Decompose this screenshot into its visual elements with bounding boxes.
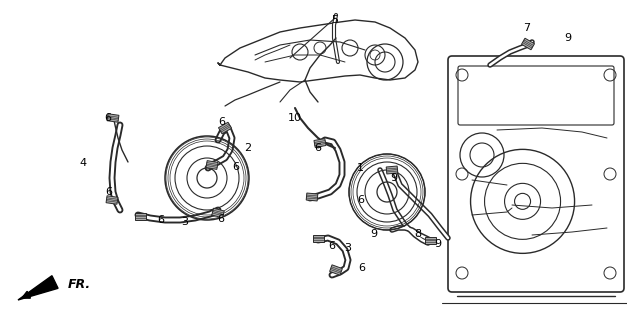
- Text: 6: 6: [105, 187, 112, 197]
- Text: 1: 1: [357, 163, 364, 173]
- Bar: [218, 122, 231, 134]
- Bar: [135, 212, 145, 220]
- Text: 6: 6: [105, 113, 112, 123]
- Bar: [212, 208, 224, 218]
- Text: 6: 6: [157, 215, 164, 225]
- Bar: [312, 235, 324, 242]
- Polygon shape: [18, 276, 58, 300]
- FancyBboxPatch shape: [458, 66, 614, 125]
- Bar: [314, 139, 326, 148]
- Text: 9: 9: [435, 239, 441, 249]
- Text: 4: 4: [80, 158, 87, 168]
- Bar: [424, 236, 436, 244]
- Text: 6: 6: [329, 241, 335, 251]
- Text: 5: 5: [332, 15, 339, 25]
- Text: 6: 6: [315, 143, 322, 153]
- Text: 10: 10: [288, 113, 302, 123]
- Bar: [330, 265, 342, 275]
- Text: 7: 7: [524, 23, 530, 33]
- Bar: [107, 114, 119, 122]
- Text: 6: 6: [359, 263, 366, 273]
- Text: 2: 2: [245, 143, 251, 153]
- Text: 3: 3: [181, 217, 189, 227]
- Bar: [386, 166, 398, 174]
- Text: 9: 9: [564, 33, 572, 43]
- Text: FR.: FR.: [68, 278, 91, 292]
- Bar: [206, 161, 218, 169]
- FancyBboxPatch shape: [448, 56, 624, 292]
- Bar: [106, 196, 118, 204]
- Text: 9: 9: [371, 229, 377, 239]
- Bar: [306, 193, 318, 201]
- Bar: [522, 38, 534, 50]
- Text: 6: 6: [357, 195, 364, 205]
- Text: 6: 6: [218, 214, 224, 224]
- Text: 9: 9: [391, 173, 398, 183]
- Text: 3: 3: [344, 243, 352, 253]
- Text: 6: 6: [218, 117, 226, 127]
- Text: 8: 8: [414, 229, 421, 239]
- Text: 6: 6: [233, 162, 240, 172]
